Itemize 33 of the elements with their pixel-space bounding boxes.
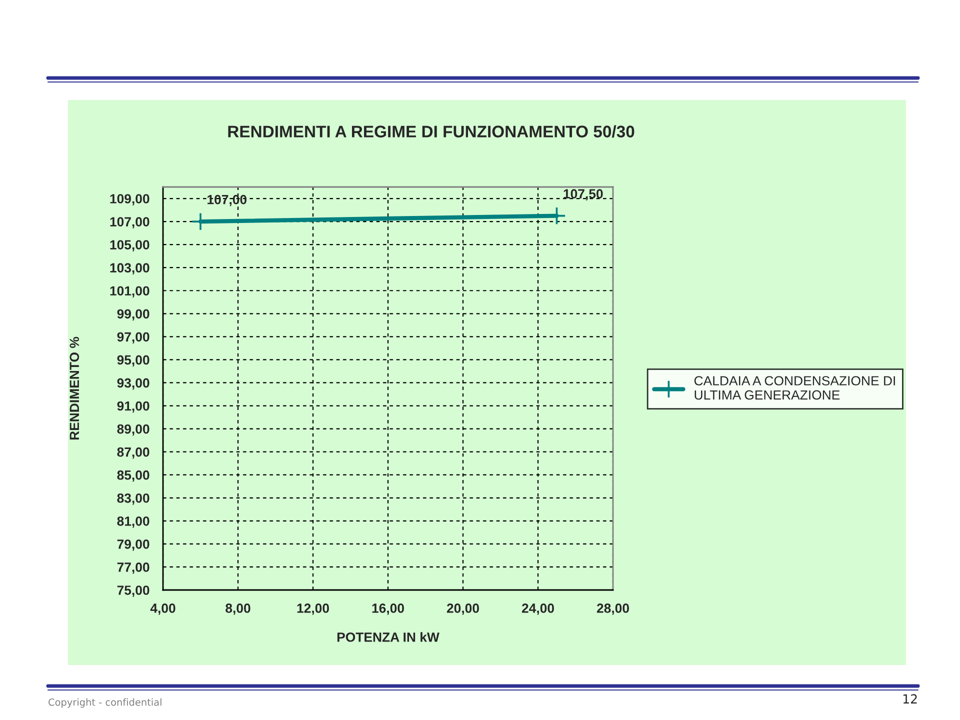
y-tick-label: 93,00 <box>117 378 150 390</box>
y-tick-label: 105,00 <box>110 240 150 252</box>
y-tick-label: 91,00 <box>117 401 150 413</box>
x-tick-label: 8,00 <box>226 604 250 615</box>
x-tick-label: 12,00 <box>297 604 329 615</box>
text: Copyright - confidential <box>48 698 162 708</box>
legend-label: CALDAIA A CONDENSAZIONE DI ULTIMA GENERAZIONE <box>694 376 895 400</box>
y-tick-label: 87,00 <box>117 447 150 459</box>
y-tick-label: 83,00 <box>117 493 150 505</box>
text: 12 <box>903 694 917 704</box>
y-tick-label: 101,00 <box>110 286 150 298</box>
y-tick-label: 77,00 <box>117 562 150 574</box>
y-tick-label: 75,00 <box>117 586 150 597</box>
y-tick-label: 79,00 <box>117 540 150 551</box>
x-tick-label: 24,00 <box>522 604 554 615</box>
data-label: 107,00 <box>208 194 247 206</box>
y-tick-label: 109,00 <box>110 194 150 206</box>
x-tick-label: 4,00 <box>150 604 176 615</box>
x-axis-title: POTENZA IN kW <box>337 632 440 642</box>
y-tick-label: 81,00 <box>117 516 150 528</box>
y-tick-label: 85,00 <box>117 470 150 482</box>
data-label: 107,50 <box>564 189 603 200</box>
y-tick-label: 89,00 <box>117 424 150 436</box>
x-tick-label: 16,00 <box>372 604 404 615</box>
y-axis-title: RENDIMENTO % <box>70 336 80 440</box>
y-tick-label: 103,00 <box>110 263 150 274</box>
y-tick-label: 95,00 <box>117 355 150 367</box>
y-tick-label: 97,00 <box>117 332 150 344</box>
y-tick-label: 99,00 <box>117 309 150 320</box>
x-tick-label: 20,00 <box>446 604 479 615</box>
y-tick-label: 107,00 <box>110 217 150 228</box>
x-tick-label: 28,00 <box>596 604 629 615</box>
chart-title: RENDIMENTI A REGIME DI FUNZIONAMENTO 50/30 <box>228 125 634 138</box>
